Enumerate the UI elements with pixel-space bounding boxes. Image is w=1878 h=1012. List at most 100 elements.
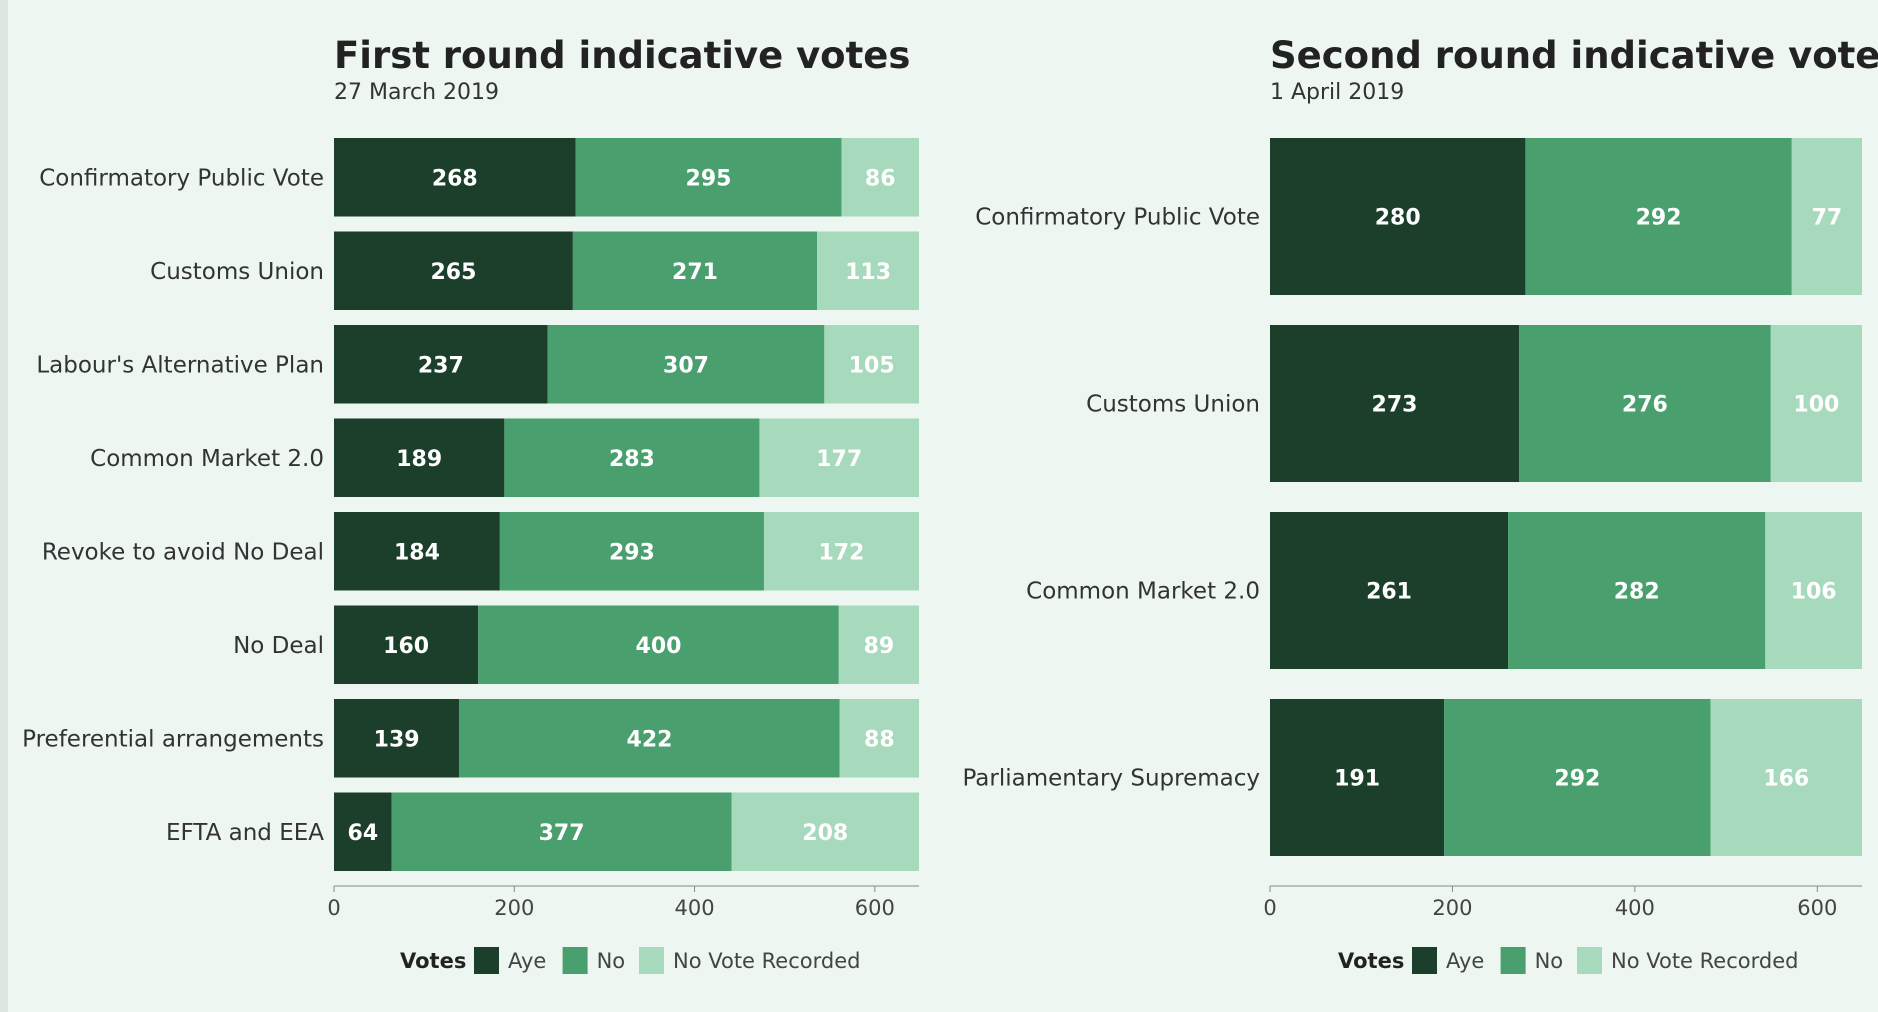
category-label: EFTA and EEA	[166, 820, 324, 846]
chart-title: First round indicative votes	[334, 34, 910, 77]
legend-title: Votes	[400, 949, 466, 973]
data-label: 295	[686, 166, 732, 191]
bar-aye	[1270, 325, 1520, 482]
category-label: No Deal	[233, 633, 324, 659]
bar-no	[1519, 325, 1771, 482]
data-label: 106	[1791, 580, 1837, 605]
legend-label: No	[1535, 949, 1564, 973]
data-label: 184	[394, 540, 440, 565]
category-label: Common Market 2.0	[1026, 579, 1260, 605]
data-label: 273	[1372, 393, 1418, 418]
x-tick-label: 600	[855, 896, 895, 920]
x-tick-label: 600	[1797, 896, 1837, 920]
data-label: 268	[432, 166, 478, 191]
bar-no-vote-recorded	[841, 138, 919, 217]
data-label: 280	[1375, 206, 1421, 231]
bar-aye	[1270, 138, 1526, 295]
bar-no	[459, 699, 840, 778]
data-label: 77	[1812, 206, 1843, 231]
bar-aye	[334, 231, 573, 310]
data-label: 139	[374, 727, 420, 752]
category-label: Labour's Alternative Plan	[36, 352, 324, 378]
bar-no-vote-recorded	[838, 605, 919, 684]
chart-panel-1: First round indicative votes 27 March 201…	[22, 34, 919, 974]
data-label: 89	[864, 634, 895, 659]
bar-no	[575, 138, 842, 217]
data-label: 237	[418, 353, 464, 378]
bar-no-vote-recorded	[1765, 512, 1862, 669]
data-label: 189	[396, 447, 442, 472]
bar-aye	[334, 699, 460, 778]
data-label: 261	[1366, 580, 1412, 605]
bar-no-vote-recorded	[839, 699, 919, 778]
bar-no	[1525, 138, 1792, 295]
data-label: 293	[609, 540, 655, 565]
legend-label: No	[597, 949, 626, 973]
data-label: 265	[430, 260, 476, 285]
data-label: 276	[1622, 393, 1668, 418]
bar-no-vote-recorded	[824, 325, 919, 404]
data-label: 64	[348, 821, 379, 846]
bar-aye	[334, 512, 500, 591]
data-label: 172	[819, 540, 865, 565]
x-tick-label: 0	[1263, 896, 1276, 920]
legend-label: Aye	[508, 949, 546, 973]
bar-aye	[1270, 512, 1509, 669]
bar-no	[504, 418, 760, 497]
data-label: 283	[609, 447, 655, 472]
chart-subtitle: 1 April 2019	[1270, 80, 1404, 105]
chart-panel-2: Second round indicative votes 1 April 201…	[962, 34, 1878, 974]
bar-no-vote-recorded	[817, 231, 919, 310]
legend-label: No Vote Recorded	[673, 949, 860, 973]
chart-subtitle: 27 March 2019	[334, 80, 499, 105]
bar-no-vote-recorded	[1710, 699, 1862, 856]
data-label: 86	[865, 166, 896, 191]
category-label: Revoke to avoid No Deal	[42, 539, 324, 565]
legend-title: Votes	[1338, 949, 1404, 973]
x-tick-label: 400	[1615, 896, 1655, 920]
data-label: 100	[1793, 393, 1839, 418]
bar-no-vote-recorded	[731, 792, 919, 871]
bar-no-vote-recorded	[1770, 325, 1862, 482]
x-tick-label: 0	[327, 896, 340, 920]
bar-no	[1508, 512, 1766, 669]
legend-swatch	[562, 947, 588, 974]
legend-swatch	[1412, 947, 1437, 974]
data-label: 292	[1554, 767, 1600, 792]
x-tick-label: 200	[1432, 896, 1472, 920]
x-tick-label: 200	[494, 896, 534, 920]
category-label: Preferential arrangements	[22, 726, 324, 752]
x-tick-label: 400	[675, 896, 715, 920]
category-label: Customs Union	[150, 259, 324, 285]
bar-aye	[334, 792, 392, 871]
bar-no	[547, 325, 825, 404]
data-label: 105	[849, 353, 895, 378]
bar-aye	[334, 138, 576, 217]
legend-label: Aye	[1446, 949, 1484, 973]
category-label: Confirmatory Public Vote	[975, 205, 1260, 231]
data-label: 282	[1614, 580, 1660, 605]
bar-no-vote-recorded	[763, 512, 919, 591]
bar-aye	[1270, 699, 1445, 856]
chart-title: Second round indicative votes	[1270, 34, 1878, 77]
data-label: 177	[816, 447, 862, 472]
legend-swatch	[639, 947, 664, 974]
data-label: 160	[383, 634, 429, 659]
data-label: 88	[864, 727, 895, 752]
legend-label: No Vote Recorded	[1611, 949, 1798, 973]
legend-swatch	[1500, 947, 1526, 974]
data-label: 271	[672, 260, 718, 285]
bar-no	[478, 605, 839, 684]
bar-aye	[334, 325, 548, 404]
bar-no	[499, 512, 764, 591]
data-label: 166	[1763, 767, 1809, 792]
bar-no-vote-recorded	[759, 418, 919, 497]
bar-no	[572, 231, 818, 310]
data-label: 377	[539, 821, 585, 846]
category-label: Parliamentary Supremacy	[962, 766, 1260, 792]
bar-no	[1444, 699, 1711, 856]
data-label: 400	[636, 634, 682, 659]
data-label: 113	[845, 260, 891, 285]
